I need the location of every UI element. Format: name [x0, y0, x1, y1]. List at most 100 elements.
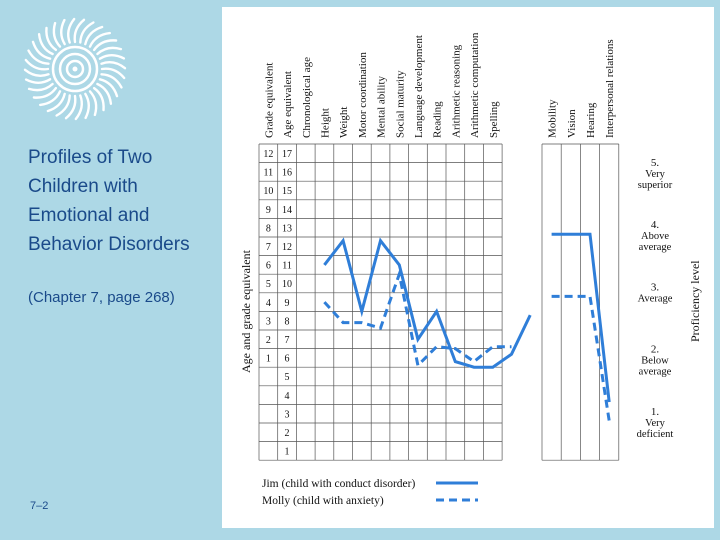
grade-tick-label: 5: [266, 279, 271, 290]
jim-age-line: [323, 237, 532, 369]
proficiency-level-label: 5.: [651, 157, 660, 169]
column-label: Grade equivalent: [263, 63, 275, 138]
proficiency-column-label: Mobility: [547, 99, 559, 138]
logo-ray: [79, 21, 95, 44]
logo-ray: [27, 82, 54, 92]
logo-ray: [67, 17, 76, 44]
age-tick-label: 6: [285, 354, 290, 365]
logo-ray: [100, 67, 126, 80]
logo-ray: [55, 94, 71, 117]
grade-tick-label: 3: [266, 316, 271, 327]
logo-ray: [46, 92, 66, 113]
logo-ray: [52, 21, 62, 48]
logo-ray: [23, 68, 50, 77]
age-tick-label: 13: [282, 223, 292, 234]
proficiency-level-label: Very: [645, 418, 666, 429]
logo-ray: [24, 78, 52, 84]
column-label: Chronological age: [301, 57, 313, 138]
logo-ray: [96, 46, 123, 56]
logo-ray: [100, 61, 127, 70]
proficiency-level-label: Average: [638, 293, 673, 304]
logo-ray: [98, 78, 119, 98]
logo-ray: [60, 18, 66, 46]
proficiency-level-label: average: [639, 367, 672, 378]
logo-ray: [88, 31, 111, 48]
logo-ray: [98, 54, 126, 60]
y-axis-label: Age and grade equivalent: [239, 249, 253, 373]
logo-ray: [37, 33, 54, 56]
logo-ray: [96, 82, 113, 105]
logo-ray: [39, 90, 62, 107]
column-label: Mental ability: [376, 75, 388, 138]
grade-tick-label: 6: [266, 261, 271, 272]
age-tick-label: 3: [285, 409, 290, 420]
proficiency-level-label: 4.: [651, 219, 660, 231]
proficiency-level-label: superior: [638, 180, 673, 191]
column-label: Weight: [338, 107, 350, 138]
jim-proficiency-line: [551, 232, 611, 403]
grade-tick-label: 9: [266, 205, 271, 216]
proficiency-level-label: 2.: [651, 344, 660, 356]
proficiency-column-label: Hearing: [585, 102, 597, 138]
age-tick-label: 1: [285, 447, 290, 458]
proficiency-level-label: Very: [645, 169, 666, 180]
logo-ray: [84, 92, 90, 120]
legend-label-molly: Molly (child with anxiety): [262, 495, 384, 507]
proficiency-column-label: Vision: [566, 109, 578, 138]
slide-number: 7–2: [30, 500, 49, 512]
logo-ray: [27, 49, 50, 65]
age-tick-label: 14: [282, 205, 292, 216]
age-tick-label: 15: [282, 186, 292, 197]
logo-ray: [88, 90, 98, 117]
grade-tick-label: 7: [266, 242, 271, 253]
column-label: Social maturity: [394, 70, 406, 138]
age-tick-label: 7: [285, 335, 290, 346]
logo-ray: [24, 58, 50, 71]
logo-ray: [92, 39, 118, 52]
molly-proficiency-line: [551, 294, 611, 422]
age-tick-label: 5: [285, 372, 290, 383]
slide-title: Profiles of Two Children with Emotional …: [28, 147, 190, 255]
proficiency-level-label: Below: [641, 356, 669, 367]
sunburst-logo: [20, 14, 130, 129]
logo-ray: [64, 94, 77, 120]
column-label: Arithmetic computation: [469, 32, 481, 138]
proficiency-level-label: deficient: [637, 429, 674, 440]
column-label: Reading: [432, 101, 444, 138]
profile-chart-panel: Grade equivalent Age equivalent Chronologi…: [222, 7, 714, 528]
grade-tick-label: 1: [266, 354, 271, 365]
molly-age-line: [323, 268, 512, 369]
logo-ray: [100, 73, 123, 89]
grade-tick-label: 10: [263, 186, 273, 197]
column-label: Spelling: [488, 101, 500, 138]
proficiency-level-label: 3.: [651, 281, 660, 293]
logo-ray: [45, 26, 58, 52]
logo-ray: [32, 86, 58, 99]
grade-tick-label: 8: [266, 223, 271, 234]
column-label: Arithmetic reasoning: [450, 44, 462, 138]
age-tick-label: 17: [282, 149, 292, 160]
logo-ray: [74, 94, 83, 121]
profile-chart: Grade equivalent Age equivalent Chronologi…: [239, 32, 702, 507]
age-tick-label: 11: [282, 261, 292, 272]
age-tick-label: 9: [285, 298, 290, 309]
proficiency-level-label: 1.: [651, 406, 660, 418]
logo-ray: [84, 25, 104, 46]
column-label: Language development: [413, 35, 425, 138]
grade-tick-label: 11: [264, 168, 274, 179]
logo-ray: [31, 40, 52, 60]
age-tick-label: 10: [282, 279, 292, 290]
right-axis-label: Proficiency level: [688, 260, 702, 342]
logo-ray: [73, 18, 86, 44]
age-tick-label: 12: [282, 242, 292, 253]
legend-label-jim: Jim (child with conduct disorder): [262, 478, 415, 490]
age-tick-label: 4: [285, 391, 290, 402]
grade-tick-label: 4: [266, 298, 271, 309]
column-label: Height: [319, 108, 331, 138]
age-tick-label: 2: [285, 428, 290, 439]
proficiency-level-label: average: [639, 242, 672, 253]
logo-ray: [92, 86, 105, 112]
column-label: Motor coordination: [357, 52, 369, 138]
age-tick-label: 8: [285, 316, 290, 327]
grade-tick-label: 2: [266, 335, 271, 346]
